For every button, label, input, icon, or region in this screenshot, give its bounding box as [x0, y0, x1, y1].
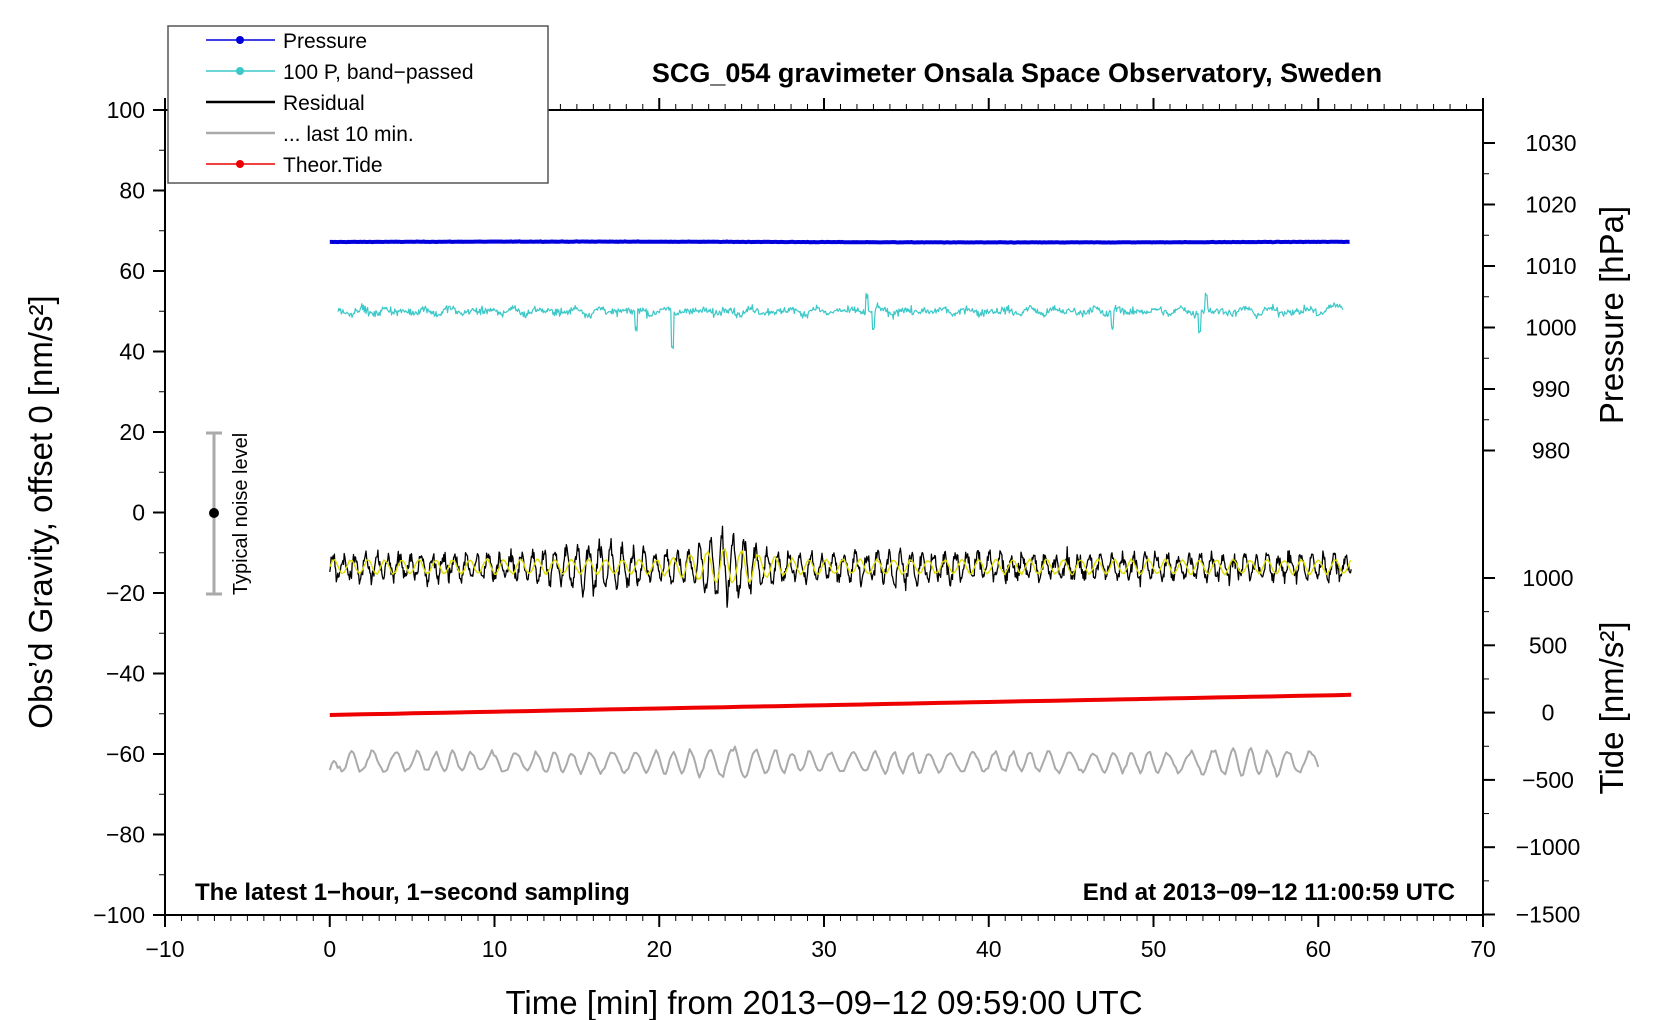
- pressure-axis-ticks: 1030 1020 1010 1000 990 980: [1483, 130, 1577, 464]
- y-tick-label: −100: [93, 902, 145, 928]
- tide-tick-label: 500: [1529, 632, 1567, 658]
- x-tick-label: 10: [482, 936, 508, 962]
- tide-tick-label: 0: [1542, 700, 1555, 726]
- x-tick-label: 20: [646, 936, 672, 962]
- y-axis-title-pressure: Pressure [hPa]: [1593, 206, 1630, 424]
- tide-tick-label: −500: [1522, 767, 1574, 793]
- svg-text:Pressure: Pressure: [283, 30, 367, 53]
- pressure-tick-label: 980: [1532, 438, 1570, 464]
- series-layer: [328, 239, 1352, 779]
- y-tick-label: −60: [106, 741, 145, 767]
- y-tick-label: −80: [106, 822, 145, 848]
- tide-tick-label: 1000: [1522, 565, 1573, 591]
- minor-ticks: [159, 104, 1484, 921]
- annotation-sampling: The latest 1−hour, 1−second sampling: [195, 879, 630, 906]
- x-tick-label: −10: [145, 936, 184, 962]
- y-axis-ticks: 100 80 60 40 20 0 −20 −40 −60 −80 −100: [93, 97, 165, 928]
- y-tick-label: 20: [119, 419, 145, 445]
- noise-bar-label: Typical noise level: [230, 433, 252, 595]
- y-tick-label: 40: [119, 339, 145, 365]
- y-tick-label: −40: [106, 661, 145, 687]
- svg-text:... last 10 min.: ... last 10 min.: [283, 123, 414, 146]
- series-theoretical-tide: [329, 692, 1352, 717]
- x-tick-label: 60: [1305, 936, 1331, 962]
- svg-text:Theor.Tide: Theor.Tide: [283, 154, 383, 177]
- tide-tick-label: −1000: [1516, 834, 1581, 860]
- series-residual-filtered: [329, 548, 1352, 584]
- pressure-tick-label: 990: [1532, 376, 1570, 402]
- x-tick-label: 30: [811, 936, 837, 962]
- plot-frame: [164, 109, 1484, 916]
- y-tick-label: 100: [107, 97, 145, 123]
- y-tick-label: 60: [119, 258, 145, 284]
- noise-bar: Typical noise level: [206, 431, 252, 596]
- y-axis-title-left: Obs’d Gravity, offset 0 [nm/s²]: [22, 295, 59, 728]
- tide-axis-ticks: 1000 500 0 −500 −1000 −1500: [1483, 565, 1580, 928]
- chart-title: SCG_054 gravimeter Onsala Space Observat…: [652, 58, 1382, 88]
- legend-item-pressure: Pressure: [206, 30, 367, 53]
- annotation-end-time: End at 2013−09−12 11:00:59 UTC: [1083, 879, 1455, 906]
- pressure-tick-label: 1030: [1525, 130, 1576, 156]
- legend-item-residual: Residual: [206, 92, 365, 115]
- legend-item-theor-tide: Theor.Tide: [206, 154, 383, 177]
- pressure-tick-label: 1010: [1525, 253, 1576, 279]
- x-axis-ticks: −10 0 10 20 30 40 50 60 70: [145, 98, 1496, 962]
- x-tick-label: 40: [976, 936, 1002, 962]
- series-band-passed-pressure: [337, 292, 1344, 350]
- svg-text:Residual: Residual: [283, 92, 365, 115]
- svg-text:100 P, band−passed: 100 P, band−passed: [283, 61, 474, 84]
- legend: Pressure 100 P, band−passed Residual ...…: [167, 25, 549, 184]
- legend-item-last-10-min: ... last 10 min.: [206, 123, 414, 146]
- y-tick-label: 80: [119, 178, 145, 204]
- series-residual: [329, 525, 1352, 608]
- y-tick-label: −20: [106, 580, 145, 606]
- y-tick-label: 0: [132, 500, 145, 526]
- x-tick-label: 0: [323, 936, 336, 962]
- x-tick-label: 50: [1141, 936, 1167, 962]
- pressure-tick-label: 1020: [1525, 192, 1576, 218]
- series-pressure: [329, 239, 1350, 245]
- legend-item-band-passed: 100 P, band−passed: [206, 61, 474, 84]
- pressure-tick-label: 1000: [1525, 315, 1576, 341]
- x-tick-label: 70: [1470, 936, 1496, 962]
- tide-tick-label: −1500: [1516, 902, 1581, 928]
- series-last-10-min: [328, 745, 1320, 779]
- y-axis-title-tide: Tide [nm/s²]: [1593, 622, 1630, 795]
- x-axis-title: Time [min] from 2013−09−12 09:59:00 UTC: [505, 984, 1142, 1020]
